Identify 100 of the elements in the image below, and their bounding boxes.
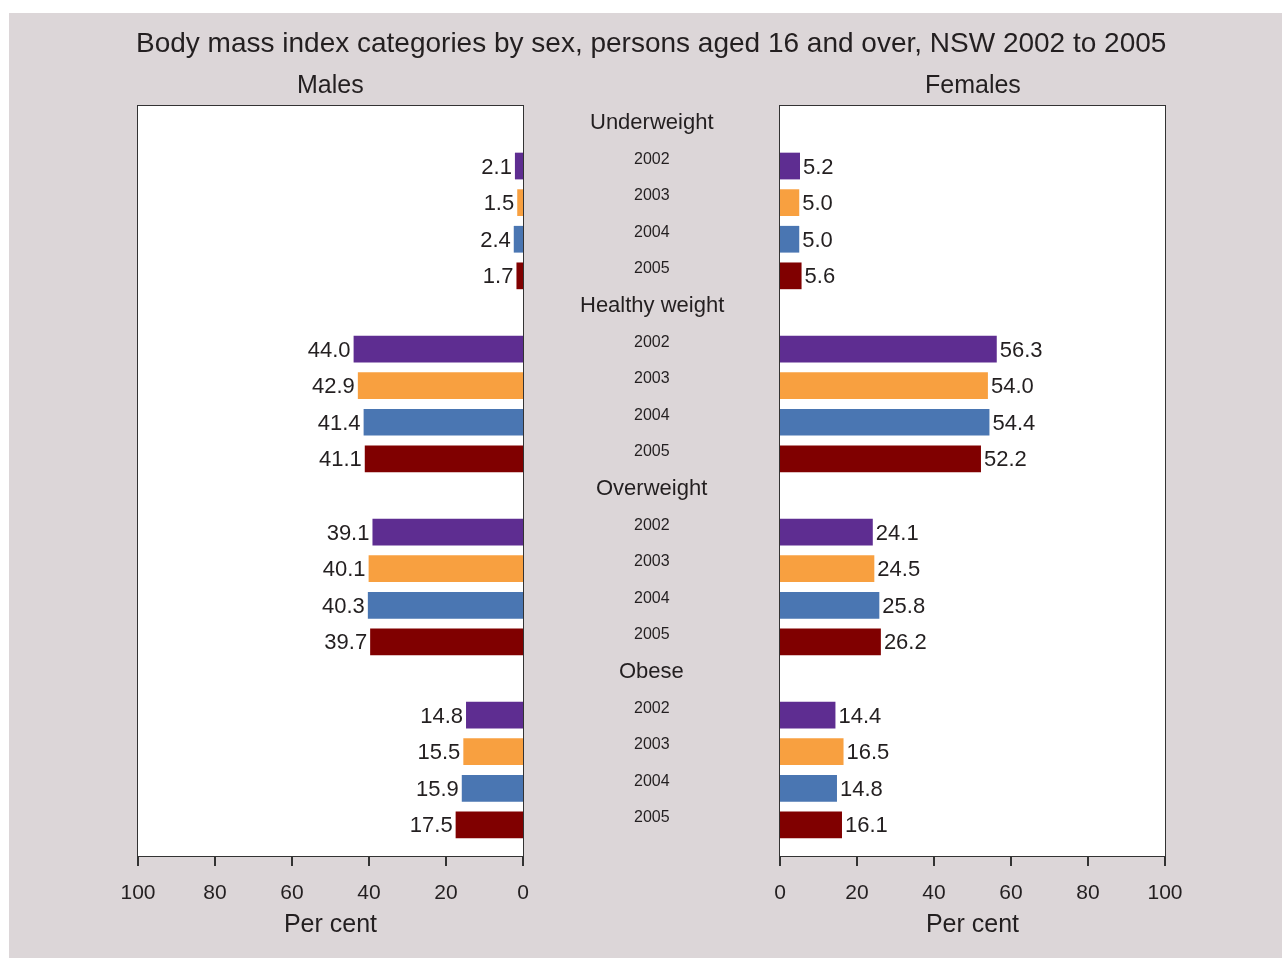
x-tick-label: 40 <box>357 880 381 904</box>
y-tick-label: 2003 <box>634 735 670 752</box>
y-tick-label: Obese <box>619 658 684 683</box>
data-label: 44.0 <box>307 336 351 362</box>
y-tick-label: 2004 <box>634 589 670 606</box>
x-tick-label: 80 <box>203 880 227 904</box>
x-tick-label: 60 <box>280 880 304 904</box>
y-tick-label: 2002 <box>634 516 670 533</box>
chart-subtitle: Females <box>925 70 1021 98</box>
data-label: 39.1 <box>326 519 370 545</box>
y-tick-label: 2003 <box>634 186 670 203</box>
data-label: 1.7 <box>482 263 514 289</box>
y-tick-label: 2003 <box>634 369 670 386</box>
bar <box>364 445 523 473</box>
y-tick-label: 2004 <box>634 772 670 789</box>
data-label: 14.4 <box>838 702 882 728</box>
data-label: 54.0 <box>990 373 1034 399</box>
y-tick-label: Underweight <box>590 109 714 134</box>
bar <box>463 738 523 766</box>
bar <box>780 738 844 766</box>
bar <box>363 408 523 436</box>
data-label: 54.4 <box>992 409 1036 435</box>
y-tick-label: Overweight <box>596 475 708 500</box>
bar <box>780 225 800 253</box>
x-tick-label: 20 <box>845 880 869 904</box>
bar <box>367 591 523 619</box>
data-label: 40.3 <box>322 592 365 618</box>
bar <box>516 262 523 290</box>
x-axis-title: Per cent <box>283 909 378 938</box>
bar <box>370 628 523 656</box>
data-label: 15.9 <box>415 775 459 801</box>
bar <box>780 518 873 546</box>
data-label: 1.5 <box>483 190 515 216</box>
data-label: 41.1 <box>318 446 362 472</box>
data-label: 56.3 <box>999 336 1043 362</box>
bar <box>455 811 523 839</box>
y-tick-label: Healthy weight <box>580 292 725 317</box>
y-tick-label: 2005 <box>634 442 670 459</box>
data-label: 39.7 <box>324 629 368 655</box>
bar <box>780 591 880 619</box>
bar <box>517 189 523 216</box>
x-tick-label: 60 <box>999 880 1023 904</box>
bar <box>461 774 523 802</box>
y-tick-label: 2002 <box>634 699 670 716</box>
x-tick-label: 20 <box>434 880 458 904</box>
y-tick-label: 2005 <box>634 625 670 642</box>
y-tick-label: 2002 <box>634 150 670 167</box>
x-tick-label: 100 <box>120 880 156 904</box>
y-tick-label: 2005 <box>634 259 670 276</box>
bar <box>372 518 523 546</box>
data-label: 41.4 <box>317 409 361 435</box>
x-tick-label: 0 <box>774 880 786 904</box>
x-tick-label: 80 <box>1076 880 1100 904</box>
chart-subtitle: Males <box>297 70 364 98</box>
bar <box>357 372 523 400</box>
bar <box>780 628 881 656</box>
bar <box>466 701 523 729</box>
data-label: 2.4 <box>480 226 511 252</box>
data-label: 16.1 <box>844 812 888 838</box>
bar <box>780 445 981 473</box>
y-tick-label: 2002 <box>634 333 670 350</box>
data-label: 5.2 <box>803 153 834 179</box>
bar <box>780 701 836 729</box>
bar <box>514 152 523 180</box>
y-tick-label: 2004 <box>634 223 670 240</box>
bar <box>780 408 990 436</box>
bar <box>780 189 800 216</box>
bar <box>780 774 837 802</box>
y-tick-label: 2003 <box>634 552 670 569</box>
data-label: 14.8 <box>839 775 883 801</box>
data-label: 52.2 <box>983 446 1027 472</box>
data-label: 25.8 <box>882 592 926 618</box>
x-tick-label: 40 <box>922 880 946 904</box>
data-label: 26.2 <box>883 629 927 655</box>
data-label: 40.1 <box>322 556 366 582</box>
x-axis-title: Per cent <box>925 909 1020 938</box>
bar <box>513 225 523 253</box>
data-label: 14.8 <box>420 702 464 728</box>
bar <box>780 811 842 839</box>
data-label: 2.1 <box>481 153 512 179</box>
data-label: 16.5 <box>846 739 890 765</box>
data-label: 5.0 <box>802 190 833 216</box>
text: Body mass index categories by sex, persons aged 16 and over, NSW 2002 to 2005 <box>136 27 1167 58</box>
bar <box>780 262 802 290</box>
bar <box>353 335 523 363</box>
data-label: 42.9 <box>312 373 355 399</box>
data-label: 24.1 <box>875 519 919 545</box>
data-label: 15.5 <box>417 739 461 765</box>
y-tick-label: 2004 <box>634 406 670 423</box>
data-label: 17.5 <box>409 812 453 838</box>
y-tick-label: 2005 <box>634 808 670 825</box>
bar <box>780 372 988 400</box>
bar <box>780 555 875 583</box>
x-tick-label: 0 <box>517 880 529 904</box>
data-label: 5.0 <box>802 226 833 252</box>
bar <box>780 152 801 180</box>
data-label: 24.5 <box>877 556 921 582</box>
x-tick-label: 100 <box>1147 880 1183 904</box>
data-label: 5.6 <box>804 263 836 289</box>
bar <box>368 555 523 583</box>
